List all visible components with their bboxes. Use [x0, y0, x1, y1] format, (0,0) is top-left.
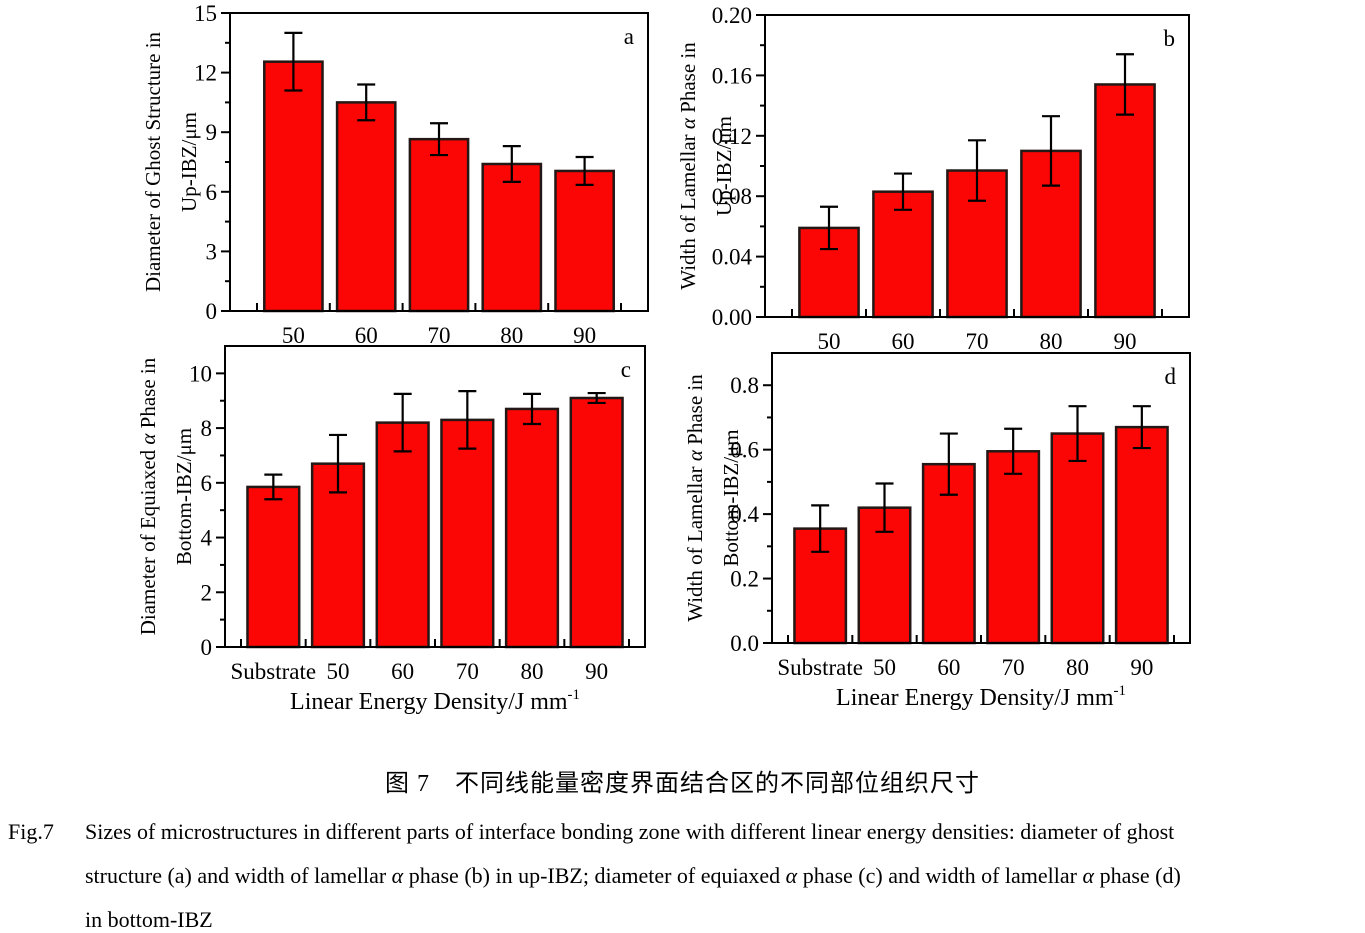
y-axis-label-line2: Up-IBZ/μm — [712, 116, 736, 216]
x-axis-title: Linear Energy Density/J mm-1 — [290, 687, 580, 715]
plot-box — [229, 12, 649, 312]
bar-50 — [263, 60, 324, 313]
x-tick-label: 90 — [585, 659, 608, 684]
y-tick-label: 2 — [201, 580, 213, 605]
x-tick-label: 50 — [327, 659, 350, 684]
y-tick-label: 0.12 — [712, 124, 752, 149]
y-axis-label-line2: Bottom-IBZ/μm — [172, 428, 196, 565]
x-tick-label: 70 — [456, 659, 479, 684]
y-tick-label: 6 — [206, 180, 218, 205]
y-tick-label: 0.20 — [712, 3, 752, 28]
bar-90 — [554, 169, 615, 313]
panel-letter: b — [1164, 26, 1176, 51]
y-tick-label: 0 — [206, 299, 218, 324]
x-tick-label: 80 — [1066, 655, 1089, 680]
x-tick-label: 90 — [573, 323, 596, 348]
y-axis-label-line1: Diameter of Ghost Structure in — [141, 31, 165, 292]
x-tick-label: 70 — [966, 329, 989, 354]
x-tick-label: 80 — [500, 323, 523, 348]
bar-60 — [335, 101, 397, 313]
y-tick-label: 6 — [201, 471, 213, 496]
bar-60 — [375, 421, 430, 649]
y-tick-label: 0.6 — [730, 438, 759, 463]
x-tick-label: 80 — [1040, 329, 1063, 354]
caption-line-1: Sizes of microstructures in different pa… — [85, 819, 1175, 844]
bar-80 — [481, 162, 543, 313]
bar-90 — [569, 396, 624, 649]
x-tick-label: 60 — [937, 655, 960, 680]
x-tick-label: 50 — [282, 323, 305, 348]
x-tick-label: Substrate — [777, 655, 863, 680]
caption-line-2: structure (a) and width of lamellar α ph… — [85, 863, 1181, 888]
y-tick-label: 12 — [194, 61, 217, 86]
x-tick-label: 90 — [1114, 329, 1137, 354]
y-tick-label: 0.16 — [712, 63, 752, 88]
y-tick-label: 0.04 — [712, 245, 753, 270]
x-tick-label: 60 — [892, 329, 915, 354]
y-tick-label: 8 — [201, 416, 213, 441]
chart-panel-d: 0.0 0.2 0.4 0.6 0.8 Substrate 50 60 70 80 90 d Width… — [683, 352, 1191, 711]
y-tick-label: 3 — [206, 239, 218, 264]
x-tick-label: 80 — [521, 659, 544, 684]
y-tick-label: 4 — [201, 526, 213, 551]
figure-caption-chinese: 图 7 不同线能量密度界面结合区的不同部位组织尺寸 — [385, 771, 980, 797]
y-tick-label: 0.08 — [712, 184, 752, 209]
y-tick-label: 0.4 — [730, 502, 759, 527]
chart-panel-b: 0.00 0.04 0.08 0.12 0.16 0.20 50 60 70 80 90 b Width… — [676, 3, 1190, 354]
plot-box — [771, 352, 1191, 644]
y-tick-label: 10 — [189, 361, 212, 386]
bar-70 — [440, 418, 495, 649]
caption-line-3: in bottom-IBZ — [85, 907, 213, 932]
panel-letter: a — [624, 24, 634, 49]
y-axis-label-line1: Diameter of Equiaxed α Phase in — [136, 357, 160, 635]
y-tick-label: 15 — [194, 1, 217, 26]
x-tick-label: 90 — [1130, 655, 1153, 680]
y-tick-label: 0.0 — [730, 631, 759, 656]
x-tick-label: 60 — [355, 323, 378, 348]
y-axis-label-line1: Width of Lamellar α Phase in — [676, 42, 700, 290]
figure-number-label: Fig.7 — [8, 819, 54, 844]
x-tick-label: 50 — [818, 329, 841, 354]
bar-90 — [1114, 425, 1169, 645]
panel-letter: c — [621, 357, 631, 382]
panel-letter: d — [1165, 364, 1177, 389]
plot-box — [764, 14, 1190, 318]
y-tick-label: 0.8 — [730, 373, 759, 398]
y-axis-label-line2: Up-IBZ/μm — [177, 112, 201, 212]
y-axis-label-line2: Bottom-IBZ/μm — [719, 429, 743, 566]
bar-70 — [986, 450, 1041, 645]
y-axis-label-line1: Width of Lamellar α Phase in — [683, 374, 707, 622]
x-tick-label: Substrate — [231, 659, 317, 684]
bar-90 — [1094, 83, 1156, 319]
chart-panel-c: 0 2 4 6 8 10 Substrate 50 60 70 80 90 c Diameter of E… — [136, 345, 646, 715]
y-tick-label: 0 — [201, 635, 213, 660]
x-tick-label: 50 — [873, 655, 896, 680]
x-tick-label: 70 — [428, 323, 451, 348]
y-tick-label: 0.00 — [712, 305, 752, 330]
figure-caption-english: Fig.7 Sizes of microstructures in differ… — [8, 810, 1360, 933]
bar-70 — [408, 137, 470, 313]
plot-box — [224, 345, 646, 648]
chart-panel-a: 0 3 6 9 12 15 50 60 70 80 90 a Diameter of Ghost Str… — [141, 1, 649, 348]
x-axis-title: Linear Energy Density/J mm-1 — [836, 683, 1126, 711]
bar-Substrate — [246, 485, 301, 649]
bar-60 — [872, 190, 934, 319]
y-tick-label: 0.2 — [730, 567, 759, 592]
bar-80 — [504, 407, 560, 649]
x-tick-label: 70 — [1002, 655, 1025, 680]
x-tick-label: 60 — [391, 659, 414, 684]
bar-80 — [1050, 432, 1105, 645]
y-tick-label: 9 — [206, 120, 218, 145]
